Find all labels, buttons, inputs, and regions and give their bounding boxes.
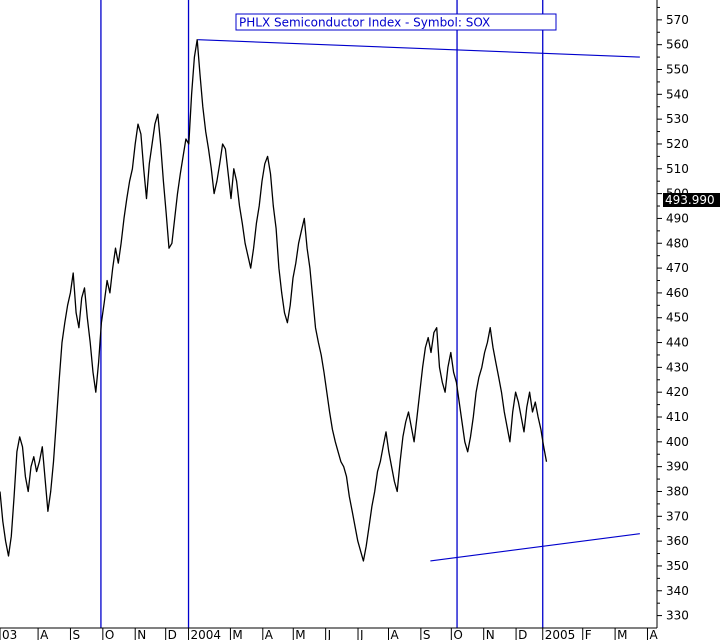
y-tick-label: 460 <box>666 286 689 300</box>
y-tick-label: 420 <box>666 385 689 399</box>
y-tick-label: 380 <box>666 484 689 498</box>
y-tick-label: 340 <box>666 584 689 598</box>
y-tick-label: 370 <box>666 509 689 523</box>
y-tick-label: 540 <box>666 87 689 101</box>
y-tick-label: 390 <box>666 460 689 474</box>
trendline-2 <box>430 533 640 562</box>
chart-title: PHLX Semiconductor Index - Symbol: SOX <box>239 16 490 30</box>
y-tick-label: 530 <box>666 112 689 126</box>
x-tick-label: M <box>232 628 242 640</box>
y-tick-label: 330 <box>666 609 689 623</box>
x-tick-label: D <box>518 628 527 640</box>
x-tick-label: O <box>453 628 462 640</box>
x-tick-label: F <box>585 628 592 640</box>
title-box <box>235 13 557 31</box>
x-tick-label: N <box>486 628 495 640</box>
last-value-label: 493.990 <box>665 193 715 207</box>
x-tick-label: 2005 <box>545 628 576 640</box>
y-tick-label: 480 <box>666 236 689 250</box>
x-tick-label: A <box>265 628 274 640</box>
trendline-1 <box>198 39 640 58</box>
y-tick-label: 400 <box>666 435 689 449</box>
x-tick-label: A <box>649 628 658 640</box>
x-tick-label: S <box>423 628 431 640</box>
x-tick-label: N <box>137 628 146 640</box>
y-tick-label: 440 <box>666 336 689 350</box>
y-tick-label: 360 <box>666 534 689 548</box>
y-tick-label: 470 <box>666 261 689 275</box>
x-tick-label: M <box>617 628 627 640</box>
y-tick-label: 570 <box>666 13 689 27</box>
plot-background <box>0 0 657 628</box>
x-tick-label: J <box>327 628 332 640</box>
x-tick-label: M <box>295 628 305 640</box>
x-tick-label: D <box>168 628 177 640</box>
x-tick-label: 2004 <box>191 628 222 640</box>
y-tick-label: 430 <box>666 360 689 374</box>
y-tick-label: 560 <box>666 38 689 52</box>
price-line <box>0 39 548 562</box>
x-tick-label: J <box>359 628 364 640</box>
y-tick-label: 410 <box>666 410 689 424</box>
x-tick-label: O <box>105 628 114 640</box>
y-tick-label: 350 <box>666 559 689 573</box>
x-tick-label: A <box>390 628 399 640</box>
y-tick-label: 510 <box>666 162 689 176</box>
x-tick-label: A <box>40 628 49 640</box>
y-tick-label: 520 <box>666 137 689 151</box>
x-tick-label: S <box>72 628 80 640</box>
y-tick-label: 550 <box>666 63 689 77</box>
x-tick-label: 03 <box>2 628 17 640</box>
y-tick-label: 450 <box>666 311 689 325</box>
y-tick-label: 490 <box>666 211 689 225</box>
last-value-box <box>663 193 720 207</box>
